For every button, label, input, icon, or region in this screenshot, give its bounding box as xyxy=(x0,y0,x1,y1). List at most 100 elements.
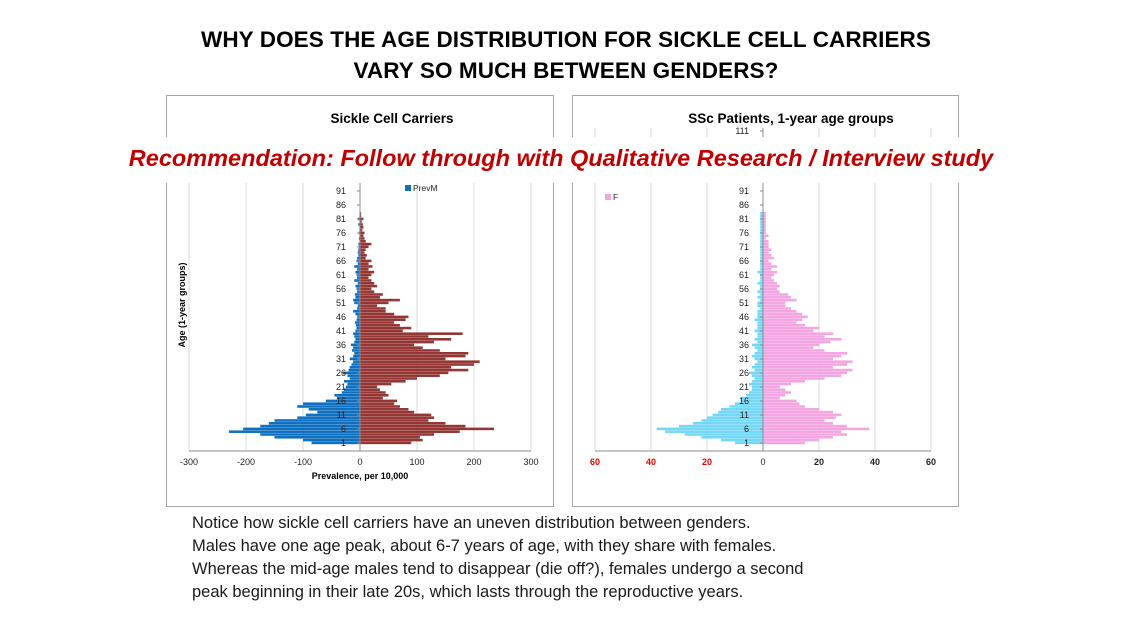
bar-f xyxy=(763,405,805,408)
bar-f xyxy=(763,237,766,240)
y-tick-label: 1 xyxy=(341,438,346,448)
bar-series-0 xyxy=(718,410,763,414)
bar-prevm xyxy=(297,416,360,419)
bar-series-1 xyxy=(360,329,403,333)
bar-series-0 xyxy=(751,343,763,347)
bar-f xyxy=(763,433,847,436)
x-tick-label: 300 xyxy=(523,457,538,467)
bar-series-0 xyxy=(754,338,763,341)
notes-line-4: peak beginning in their late 20s, which … xyxy=(192,583,744,601)
y-tick-label: 81 xyxy=(739,214,749,224)
bar-f xyxy=(763,265,777,268)
bar-f xyxy=(763,307,791,310)
ssc-patients-plot: 60 40 20 0 20 40 60161116212631364146515661667… xyxy=(590,111,936,467)
bar-f xyxy=(763,385,780,389)
bar-series-1 xyxy=(360,396,383,400)
bar-series-0 xyxy=(760,251,763,254)
bar-series-0 xyxy=(760,268,763,271)
bar-prevm xyxy=(308,408,360,411)
bar-f xyxy=(763,310,797,313)
bar-prevm xyxy=(354,335,360,338)
bar-series-1 xyxy=(360,279,372,282)
bar-prevm xyxy=(353,354,360,358)
recommendation-banner-bg xyxy=(0,137,1132,183)
bar-f xyxy=(763,279,775,282)
bar-series-1 xyxy=(360,388,380,391)
bar-series-0 xyxy=(757,304,763,307)
bar-prevm xyxy=(351,363,360,366)
bar-f xyxy=(763,346,814,349)
bar-f xyxy=(763,217,766,221)
bar-series-1 xyxy=(360,360,480,363)
y-tick-label: 36 xyxy=(336,340,346,350)
bar-series-0 xyxy=(721,438,763,442)
x-tick-label: 100 xyxy=(409,457,424,467)
bar-f xyxy=(763,388,786,391)
bar-series-0 xyxy=(760,237,763,240)
bar-series-0 xyxy=(754,368,763,372)
bar-series-0 xyxy=(757,324,763,327)
bar-prevm xyxy=(358,237,360,240)
bar-prevm xyxy=(347,374,360,377)
bar-prevm xyxy=(349,377,360,380)
bar-series-0 xyxy=(735,441,763,445)
x-tick-label: 60 xyxy=(926,457,936,467)
legend-swatch-f xyxy=(605,194,611,200)
bar-series-0 xyxy=(760,214,763,218)
bar-series-0 xyxy=(760,262,763,265)
bar-series-0 xyxy=(656,427,763,431)
bar-f xyxy=(763,315,808,319)
bar-series-0 xyxy=(760,234,763,237)
bar-prevm xyxy=(357,262,360,265)
bar-series-0 xyxy=(751,380,763,383)
bar-prevm xyxy=(355,338,360,341)
bar-series-0 xyxy=(757,296,763,299)
bar-series-1 xyxy=(360,371,449,375)
bar-series-0 xyxy=(729,405,763,408)
bar-series-1 xyxy=(360,349,440,352)
bar-series-0 xyxy=(760,307,763,310)
bar-prevm xyxy=(305,413,360,417)
bar-prevm xyxy=(334,394,360,397)
bar-prevm xyxy=(356,326,360,330)
y-tick-label: 41 xyxy=(336,326,346,336)
bar-prevm xyxy=(345,385,360,389)
bar-series-1 xyxy=(360,438,423,442)
bar-series-1 xyxy=(360,240,366,243)
bar-series-1 xyxy=(360,394,389,397)
bar-series-0 xyxy=(665,430,763,433)
bar-series-1 xyxy=(360,433,435,436)
y-tick-label: 46 xyxy=(739,312,749,322)
bar-series-1 xyxy=(360,422,446,425)
bar-prevm xyxy=(355,312,360,316)
bar-f xyxy=(763,441,805,445)
bar-series-0 xyxy=(751,385,763,389)
bar-prevm xyxy=(347,382,360,386)
y-tick-label: 16 xyxy=(336,396,346,406)
bar-f xyxy=(763,284,780,288)
notes-line-3: Whereas the mid-age males tend to disapp… xyxy=(192,560,804,578)
bar-series-1 xyxy=(360,363,474,366)
bar-f xyxy=(763,408,819,411)
bar-series-1 xyxy=(360,427,494,431)
bar-series-0 xyxy=(754,352,763,355)
bar-prevm xyxy=(358,223,360,226)
bar-series-1 xyxy=(360,301,389,305)
bar-prevm xyxy=(303,402,360,405)
bar-series-1 xyxy=(360,214,362,218)
bar-series-0 xyxy=(757,326,763,330)
bar-series-0 xyxy=(760,228,763,232)
bar-prevm xyxy=(358,248,360,251)
bar-f xyxy=(763,318,803,321)
sickle-cell-carriers-plot: -300 -200 -100 0 100 200 300161116212631364146… xyxy=(177,111,539,481)
bar-prevm xyxy=(354,293,360,296)
bar-prevm xyxy=(353,332,360,335)
bar-series-0 xyxy=(760,254,763,257)
bar-f xyxy=(763,298,797,302)
bar-f xyxy=(763,231,766,235)
bar-series-1 xyxy=(360,346,423,349)
bar-f xyxy=(763,377,825,380)
bar-series-0 xyxy=(760,293,763,296)
bar-series-1 xyxy=(360,318,406,321)
legend-label-f: F xyxy=(613,192,618,202)
